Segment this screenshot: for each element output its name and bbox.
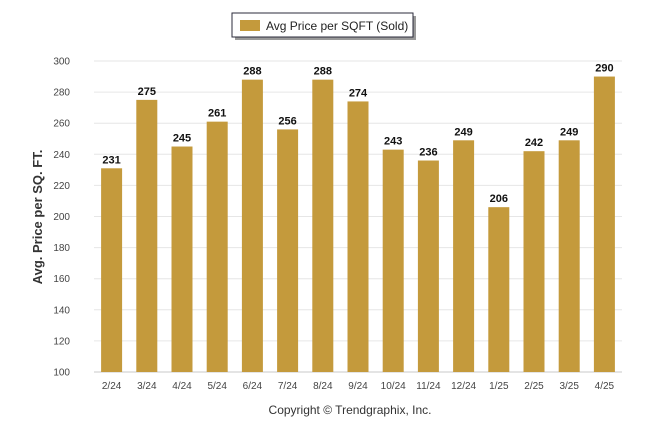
bar xyxy=(312,79,334,372)
x-tick-label: 8/24 xyxy=(313,381,333,392)
y-axis-ticks: 100 120 140 160 180 200 220 240 260 280 300 xyxy=(53,57,70,379)
x-tick-label: 1/25 xyxy=(489,381,509,392)
data-label: 261 xyxy=(208,108,226,120)
data-label: 231 xyxy=(102,154,120,166)
y-tick-label: 160 xyxy=(53,274,70,285)
x-tick-label: 3/24 xyxy=(137,381,157,392)
y-tick-label: 100 xyxy=(53,368,70,379)
x-axis-ticks: 2/24 3/24 4/24 5/24 6/24 7/24 8/24 9/24 10/24 11/… xyxy=(102,381,615,392)
data-label: 275 xyxy=(138,86,156,98)
x-tick-label: 3/25 xyxy=(559,381,579,392)
y-tick-label: 300 xyxy=(53,57,70,68)
bars xyxy=(101,76,615,373)
x-tick-label: 9/24 xyxy=(348,381,368,392)
x-tick-label: 6/24 xyxy=(243,381,263,392)
data-label: 249 xyxy=(560,126,578,138)
bar xyxy=(101,168,123,372)
bar xyxy=(382,149,404,372)
bar xyxy=(523,151,545,372)
bar xyxy=(593,76,615,373)
x-tick-label: 4/25 xyxy=(595,381,615,392)
bar xyxy=(277,129,299,372)
copyright-text: Copyright © Trendgraphix, Inc. xyxy=(269,403,432,417)
y-tick-label: 140 xyxy=(53,305,70,316)
data-label: 290 xyxy=(595,63,613,75)
y-tick-label: 200 xyxy=(53,212,70,223)
data-label: 288 xyxy=(243,66,261,78)
data-label: 274 xyxy=(349,87,368,99)
data-label: 236 xyxy=(419,147,437,159)
x-tick-label: 2/25 xyxy=(524,381,544,392)
data-label: 242 xyxy=(525,137,543,149)
bar xyxy=(206,121,228,373)
y-tick-label: 180 xyxy=(53,243,70,254)
data-label: 288 xyxy=(314,66,332,78)
y-tick-label: 220 xyxy=(53,181,70,192)
legend: Avg Price per SQFT (Sold) xyxy=(231,12,416,40)
x-tick-label: 5/24 xyxy=(207,381,227,392)
data-label: 245 xyxy=(173,133,191,145)
y-axis-title: Avg. Price per SQ. FT. xyxy=(30,150,45,285)
data-label: 256 xyxy=(278,115,296,127)
data-label: 243 xyxy=(384,136,402,148)
data-labels: 231 275 245 261 288 256 288 274 243 236 249 206 242 2… xyxy=(102,63,613,206)
bar xyxy=(171,146,193,372)
bar xyxy=(453,140,475,372)
data-label: 249 xyxy=(454,126,472,138)
y-tick-label: 280 xyxy=(53,88,70,99)
x-tick-label: 2/24 xyxy=(102,381,122,392)
x-tick-label: 11/24 xyxy=(416,381,441,392)
x-tick-label: 4/24 xyxy=(172,381,192,392)
bar xyxy=(241,79,263,372)
legend-label: Avg Price per SQFT (Sold) xyxy=(266,19,408,33)
bar xyxy=(488,207,510,372)
x-tick-label: 7/24 xyxy=(278,381,298,392)
bar xyxy=(136,99,158,372)
legend-box xyxy=(231,12,414,38)
y-tick-label: 120 xyxy=(53,336,70,347)
y-tick-label: 240 xyxy=(53,150,70,161)
x-tick-label: 12/24 xyxy=(451,381,476,392)
bar xyxy=(558,140,580,372)
x-tick-label: 10/24 xyxy=(381,381,406,392)
data-label: 206 xyxy=(490,193,508,205)
y-tick-label: 260 xyxy=(53,119,70,130)
bar xyxy=(347,101,369,373)
legend-swatch xyxy=(240,20,260,31)
bar xyxy=(417,160,439,372)
